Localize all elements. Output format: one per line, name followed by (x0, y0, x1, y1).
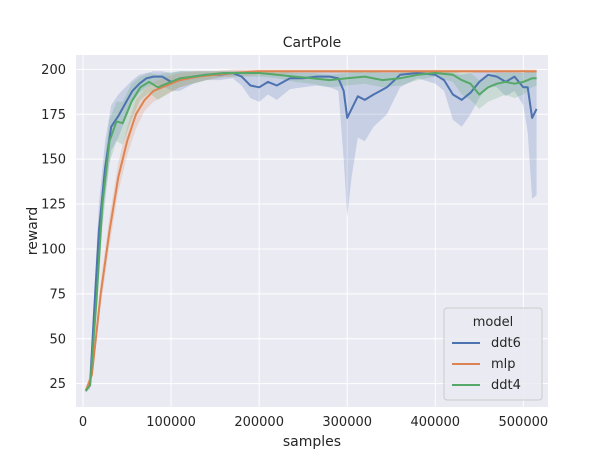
x-axis-label: samples (283, 434, 341, 450)
grid (76, 55, 548, 407)
y-tick-label: 125 (41, 198, 66, 213)
x-tick-label: 100000 (146, 415, 196, 430)
line-mlp (84, 70, 537, 392)
legend-label-mlp: mlp (491, 357, 516, 372)
x-tick-label: 500000 (499, 415, 549, 430)
x-tick-label: 400000 (410, 415, 460, 430)
x-tick-label: 0 (79, 415, 87, 430)
x-tick-label: 200000 (234, 415, 284, 430)
y-tick-label: 200 (41, 63, 66, 78)
y-tick-label: 50 (49, 332, 66, 347)
y-tick-label: 175 (41, 108, 66, 123)
y-tick-label: 150 (41, 153, 66, 168)
x-tick-label: 300000 (322, 415, 372, 430)
chart-title: CartPole (283, 35, 342, 51)
legend-title: model (473, 315, 513, 330)
legend-box (443, 307, 543, 401)
y-tick-label: 100 (41, 242, 66, 257)
x-tick-labels: 0 100000 200000 300000 400000 500000 (79, 415, 548, 430)
legend-label-ddt4: ddt4 (491, 378, 521, 393)
y-tick-label: 25 (49, 377, 66, 392)
line-ddt4 (84, 72, 537, 392)
legend-label-ddt6: ddt6 (491, 336, 521, 351)
y-axis-label: reward (25, 207, 41, 256)
series-lines (84, 70, 538, 392)
y-tick-label: 75 (49, 287, 66, 302)
y-tick-labels: 25 50 75 100 125 150 175 200 (41, 63, 66, 392)
legend: model ddt6 mlp ddt4 (443, 307, 543, 401)
